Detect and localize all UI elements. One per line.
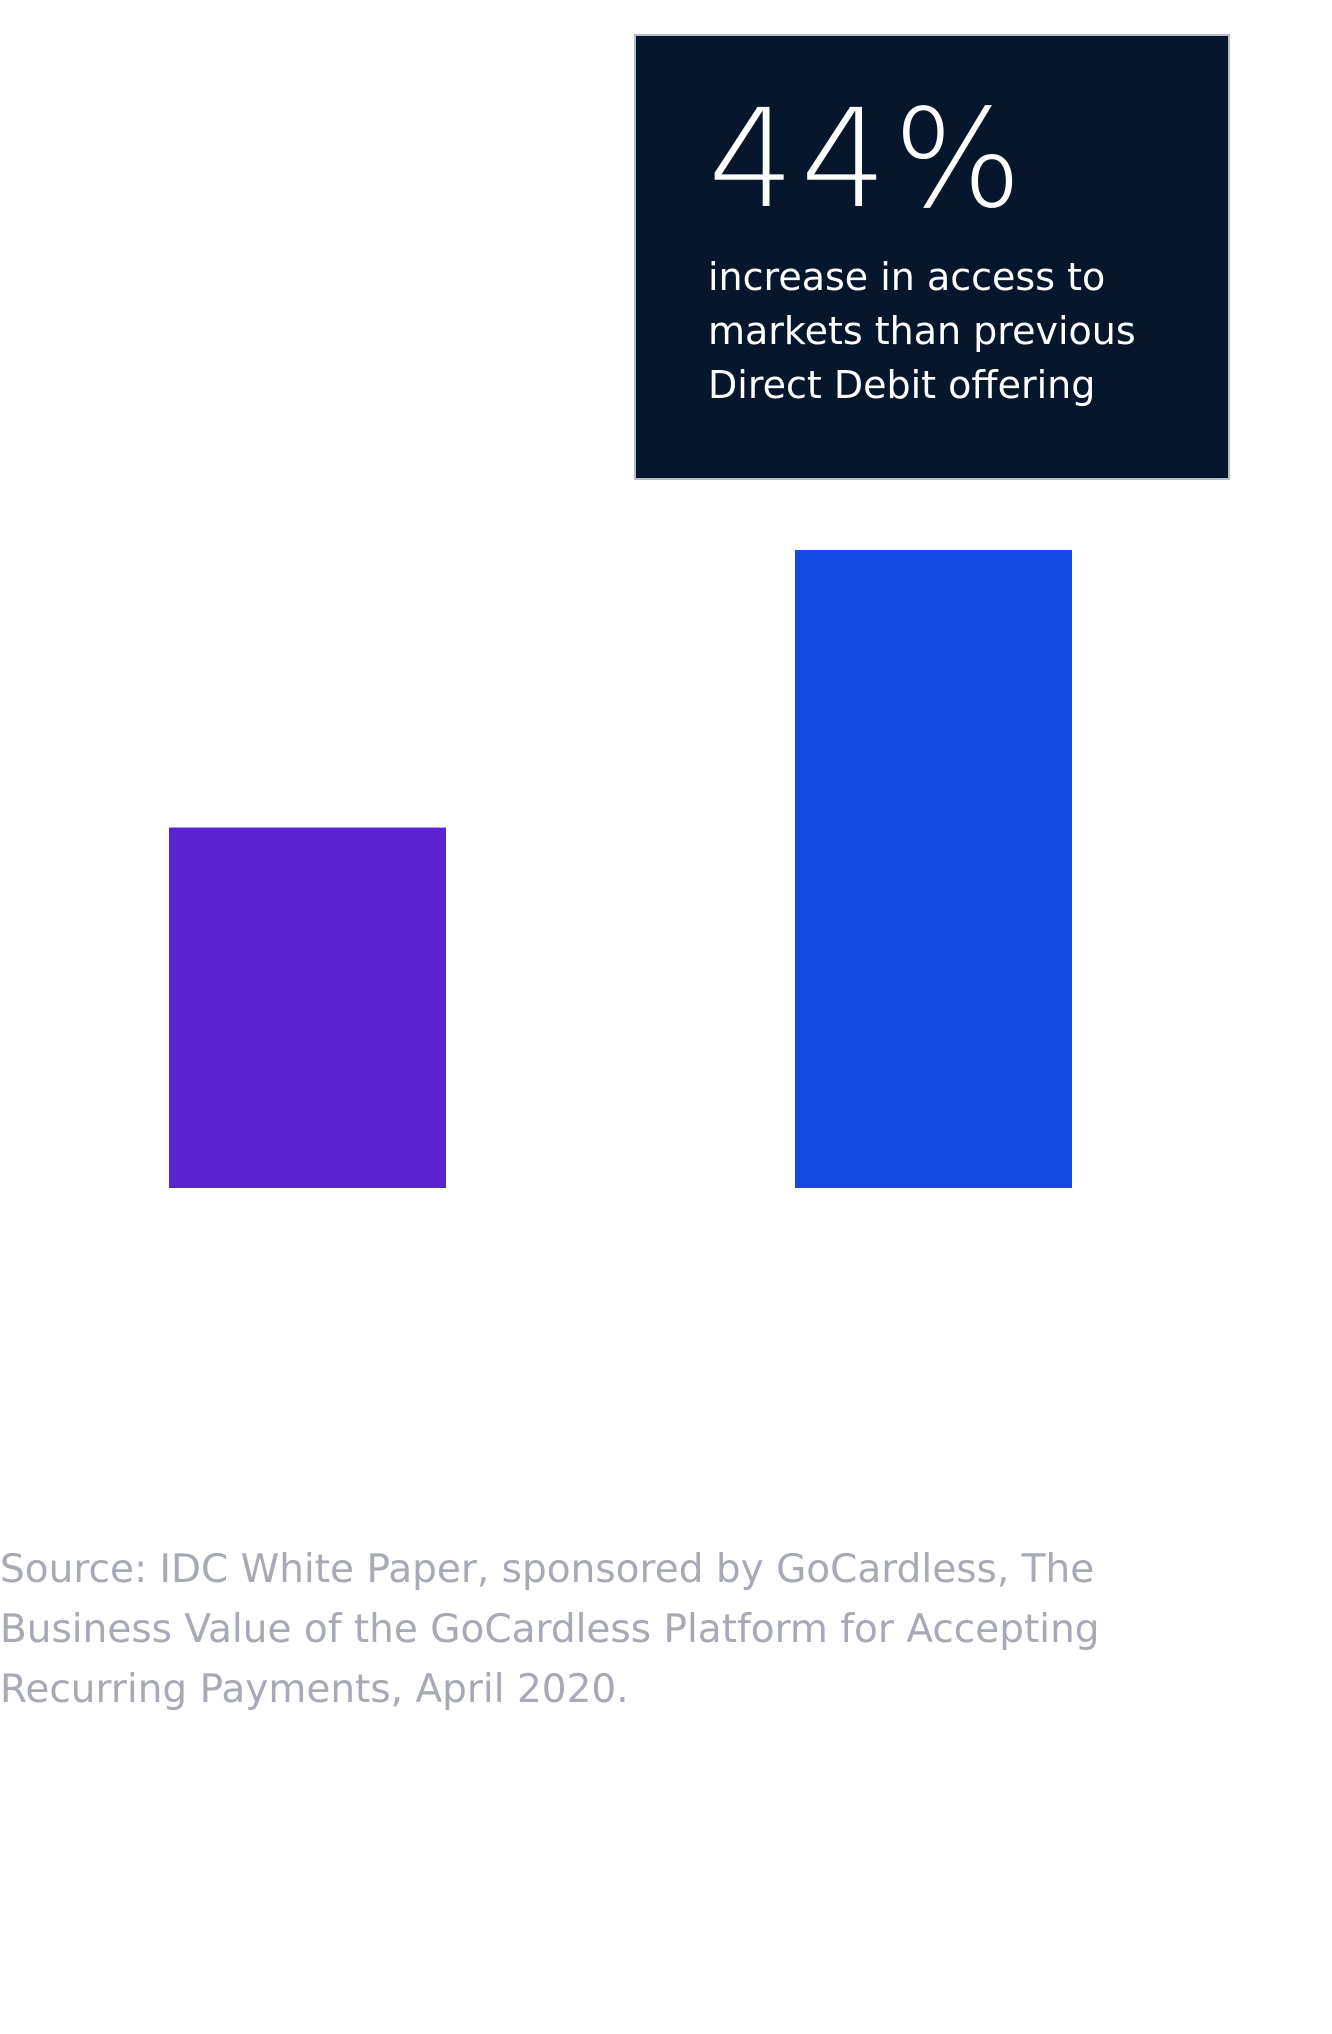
bars-group (169, 550, 1072, 1188)
stat-description: increase in access to markets than previ… (708, 255, 1136, 407)
bar-2 (795, 550, 1072, 1188)
source-note: Source: IDC White Paper, sponsored by Go… (0, 1547, 1100, 1712)
bar-1 (169, 827, 446, 1188)
stat-value: 44% (708, 81, 1029, 239)
stat-callout: 44% increase in access to markets than p… (634, 34, 1230, 480)
